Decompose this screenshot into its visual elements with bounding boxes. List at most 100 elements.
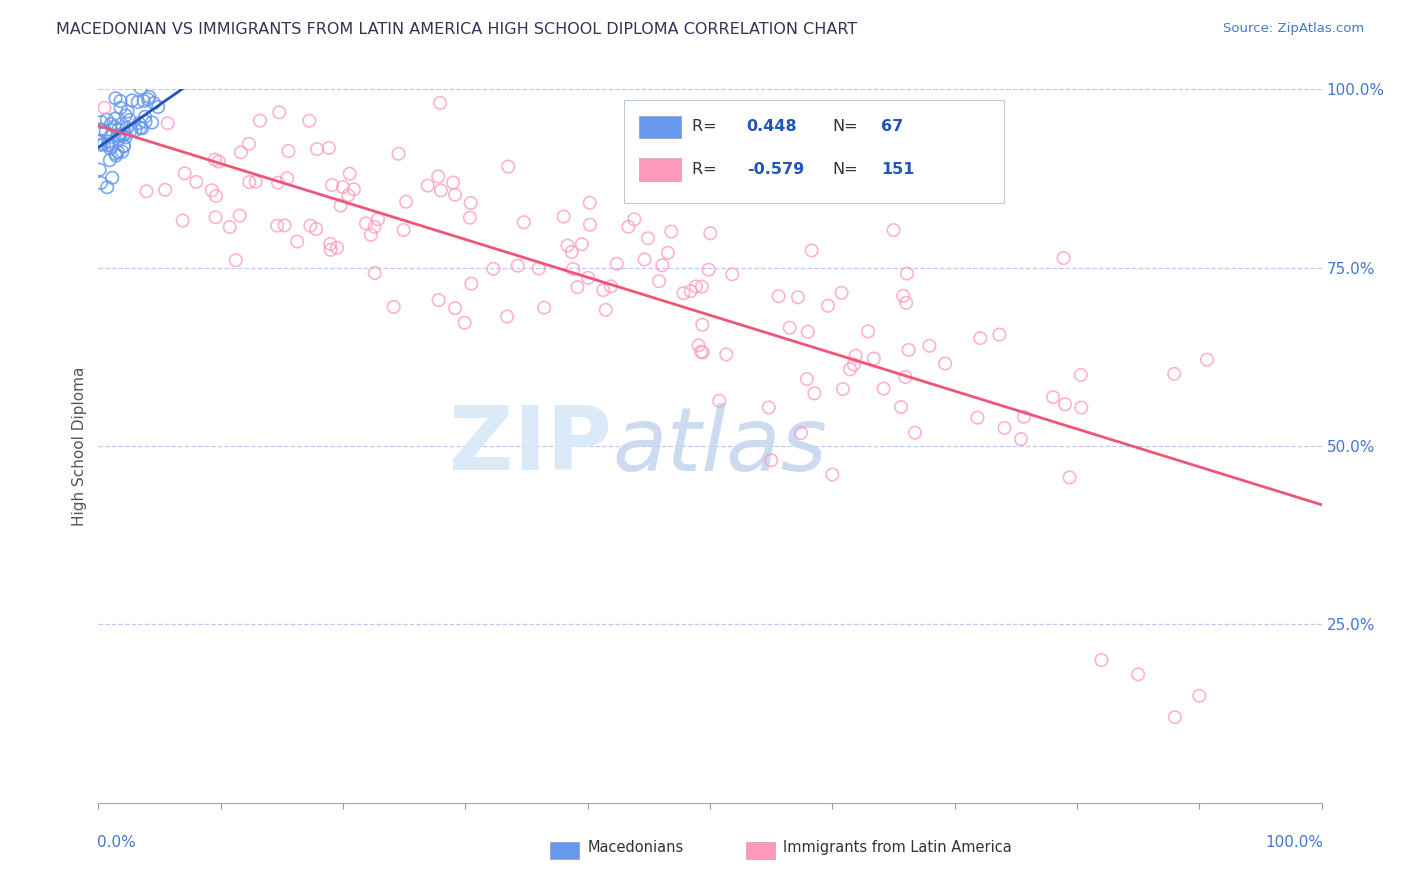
Point [277,144,299,158]
Point [112,139,135,153]
Text: N=: N= [832,119,858,134]
Text: Immigrants from Latin America: Immigrants from Latin America [783,840,1012,855]
Point [174,68,197,82]
Point [136,92,159,106]
Point [697,262,720,277]
Point [578,195,600,210]
Point [156,116,179,130]
Point [107,145,129,160]
Point [966,410,988,425]
Point [146,100,169,114]
Point [444,187,467,202]
Point [918,339,941,353]
Point [332,180,354,194]
Point [690,279,713,293]
Point [319,243,342,257]
Point [845,349,868,363]
Point [482,261,505,276]
Point [276,171,298,186]
Point [1128,667,1150,681]
Point [891,289,914,303]
Point [831,285,853,300]
Point [441,176,464,190]
Point [201,183,224,197]
Point [114,130,136,145]
Point [319,237,342,252]
Point [513,215,536,229]
Point [444,301,467,315]
Point [117,104,139,119]
Point [153,75,176,89]
Point [1054,397,1077,411]
Point [124,123,146,137]
Point [298,113,321,128]
Point [460,196,482,211]
Point [112,138,135,153]
Text: 100.0%: 100.0% [1265,835,1323,850]
Point [110,117,132,131]
Point [318,141,340,155]
Point [576,270,599,285]
Point [321,178,343,192]
Point [595,302,617,317]
Point [460,277,482,291]
Point [679,284,702,298]
Point [96,112,118,127]
Point [856,324,879,338]
Point [1052,251,1074,265]
Point [1090,653,1112,667]
Point [562,262,585,277]
Point [267,176,290,190]
Point [1188,689,1211,703]
Point [890,400,912,414]
Point [894,370,917,384]
Point [110,101,132,115]
Point [245,175,267,189]
Text: 0.448: 0.448 [747,119,797,134]
Point [186,175,208,189]
Point [249,113,271,128]
Point [883,223,905,237]
Point [176,68,198,82]
Point [209,68,232,82]
Point [107,128,129,142]
Point [688,338,710,352]
Point [98,153,121,168]
Point [839,362,862,376]
Point [135,184,157,198]
Point [205,189,228,203]
Point [637,231,659,245]
Text: 67: 67 [882,119,904,134]
Point [141,115,163,129]
Point [225,253,247,268]
Point [108,129,131,144]
Point [326,241,349,255]
Text: R=: R= [692,161,721,177]
Point [363,219,385,234]
FancyBboxPatch shape [624,100,1004,203]
Point [90,176,112,190]
Point [111,145,134,159]
Point [934,357,956,371]
Point [107,122,129,136]
Point [134,110,156,124]
Point [90,137,112,152]
Point [153,183,176,197]
Point [659,225,682,239]
Text: 151: 151 [882,161,915,177]
Point [105,148,128,162]
Point [128,116,150,130]
Point [218,220,240,235]
Point [110,127,132,141]
Text: 0.0%: 0.0% [97,835,136,850]
Point [143,96,166,111]
Point [427,293,450,307]
Point [228,68,250,82]
Point [969,331,991,345]
Point [800,244,823,258]
Point [89,122,111,136]
FancyBboxPatch shape [640,116,681,138]
Point [228,209,250,223]
Point [392,223,415,237]
Point [699,226,721,240]
